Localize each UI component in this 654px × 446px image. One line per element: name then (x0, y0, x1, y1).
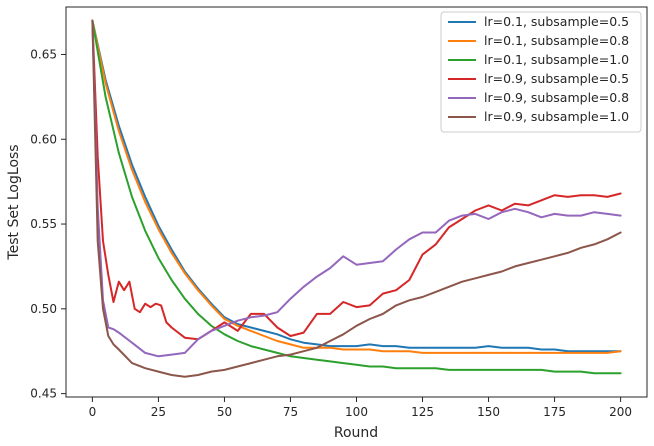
x-tick-label: 50 (217, 405, 232, 419)
x-tick-label: 200 (609, 405, 632, 419)
legend: lr=0.1, subsample=0.5 lr=0.1, subsample=0… (440, 11, 642, 133)
legend-label-1: lr=0.1, subsample=0.5 (484, 14, 629, 29)
y-tick-label: 0.60 (30, 132, 57, 146)
x-tick-label: 25 (151, 405, 166, 419)
series-line-6 (91, 19, 622, 378)
legend-label-5: lr=0.9, subsample=0.8 (484, 90, 629, 105)
legend-box (440, 11, 642, 133)
legend-label-6: lr=0.9, subsample=1.0 (484, 109, 629, 124)
y-tick-label: 0.65 (30, 47, 57, 61)
x-axis: 0 25 50 75 100 125 150 175 200 (89, 397, 632, 419)
y-tick-label: 0.50 (30, 302, 57, 316)
y-tick-label: 0.55 (30, 217, 57, 231)
x-tick-label: 100 (345, 405, 368, 419)
x-tick-label: 150 (477, 405, 500, 419)
y-axis-title: Test Set LogLoss (6, 144, 22, 260)
y-tick-label: 0.45 (30, 387, 57, 401)
x-tick-label: 0 (89, 405, 97, 419)
legend-label-2: lr=0.1, subsample=0.8 (484, 33, 629, 48)
x-axis-title: Round (334, 425, 378, 441)
legend-label-4: lr=0.9, subsample=0.5 (484, 71, 629, 86)
plot-lines (91, 19, 622, 378)
legend-label-3: lr=0.1, subsample=1.0 (484, 52, 629, 67)
series-line-1 (91, 19, 622, 353)
y-axis: 0.45 0.50 0.55 0.60 0.65 (30, 47, 66, 401)
series-line-4 (91, 19, 622, 341)
series-line-5 (91, 19, 622, 358)
x-tick-label: 175 (543, 405, 566, 419)
series-line-3 (91, 19, 622, 375)
x-tick-label: 75 (283, 405, 298, 419)
series-line-2 (91, 19, 622, 354)
x-tick-label: 125 (411, 405, 434, 419)
